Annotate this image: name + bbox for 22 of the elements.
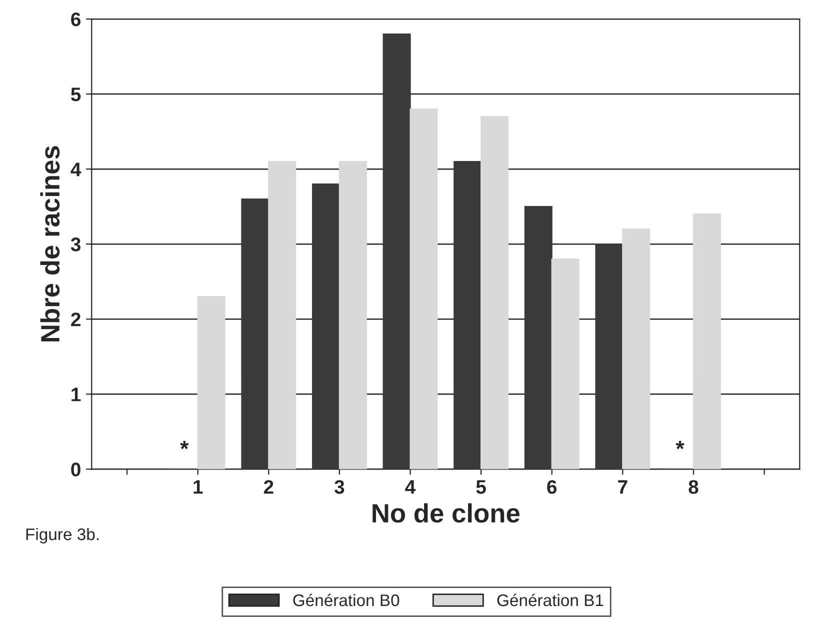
legend-label: Génération B1: [497, 594, 604, 606]
y-tick-label: 3: [70, 238, 81, 252]
y-tick-label: 4: [70, 162, 82, 176]
legend-label: Génération B0: [293, 594, 400, 606]
x-tick-label: 4: [405, 480, 416, 494]
annotation: *: [676, 440, 684, 450]
x-tick-label: 5: [476, 480, 486, 494]
x-tick-label: 3: [334, 480, 344, 494]
x-tick-label: 7: [618, 480, 628, 494]
y-tick-label: 0: [71, 462, 80, 476]
y-tick-label: 1: [72, 388, 81, 402]
y-tick-label: 2: [71, 312, 80, 326]
annotation: *: [180, 440, 189, 450]
x-tick-label: 2: [264, 480, 274, 494]
y-axis-title: Nbre de racines: [40, 146, 60, 342]
y-tick-label: 5: [71, 88, 81, 102]
y-tick-label: 6: [71, 12, 81, 26]
caption: Figure 3b.: [26, 528, 99, 544]
x-axis-title: No de clone: [372, 503, 520, 523]
x-tick-label: 6: [547, 480, 557, 494]
x-tick-label: 1: [194, 480, 203, 494]
x-tick-label: 8: [688, 480, 698, 494]
